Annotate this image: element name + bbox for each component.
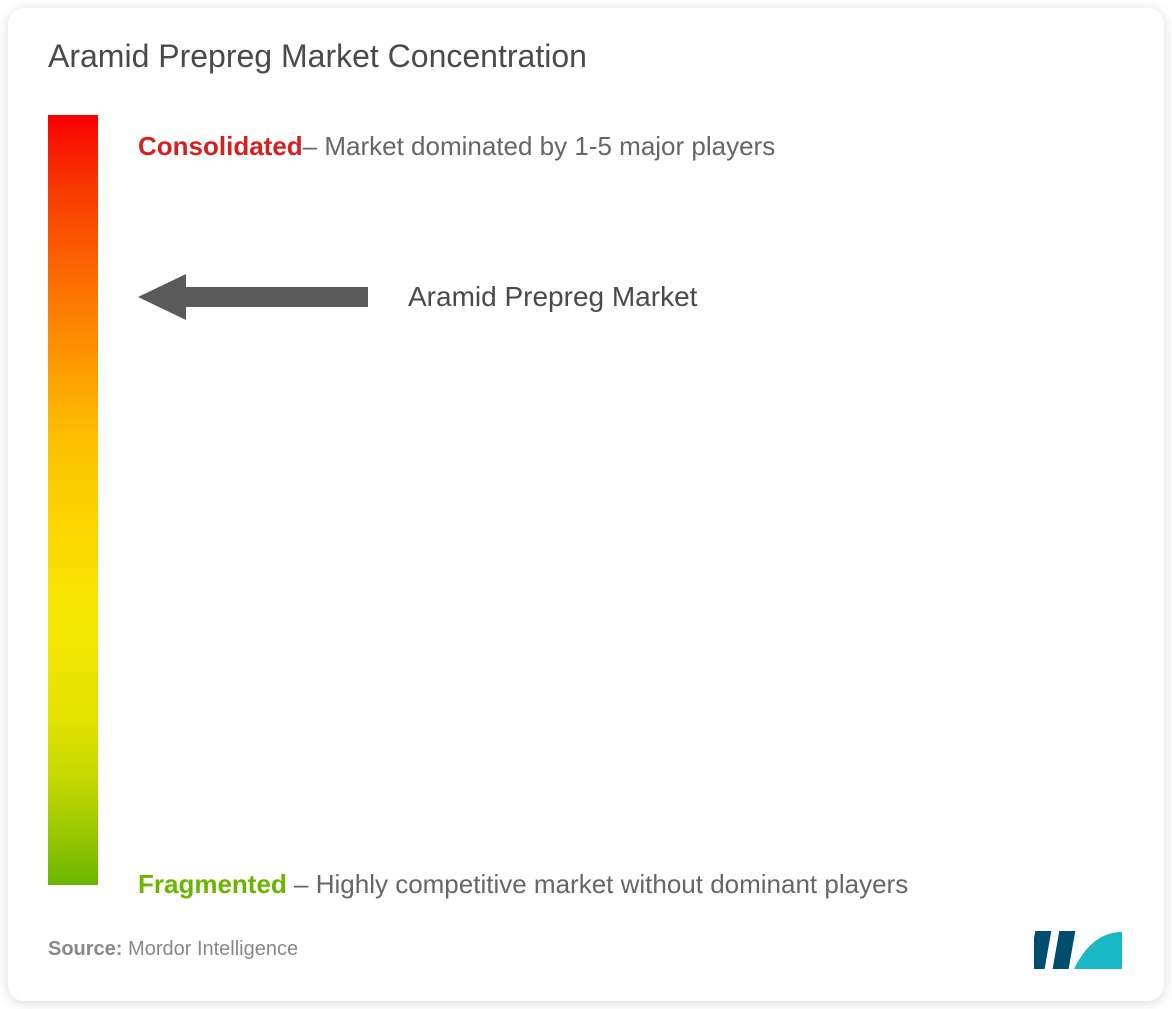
consolidated-term: Consolidated bbox=[138, 131, 303, 161]
fragmented-term: Fragmented bbox=[138, 869, 287, 899]
infographic-card: Aramid Prepreg Market Concentration Cons… bbox=[8, 8, 1164, 1001]
content-area: Consolidated– Market dominated by 1-5 ma… bbox=[48, 115, 1124, 885]
consolidated-text: – Market dominated by 1-5 major players bbox=[303, 131, 776, 161]
labels-column: Consolidated– Market dominated by 1-5 ma… bbox=[138, 115, 1124, 885]
marker-row: Aramid Prepreg Market bbox=[138, 270, 697, 324]
source-citation: Source: Mordor Intelligence bbox=[48, 938, 298, 961]
footer: Source: Mordor Intelligence bbox=[48, 927, 1124, 971]
source-label: Source: bbox=[48, 938, 128, 960]
fragmented-text: – Highly competitive market without domi… bbox=[287, 869, 908, 899]
arrow-left-icon bbox=[138, 270, 368, 324]
concentration-gradient-bar bbox=[48, 115, 98, 885]
marker-label: Aramid Prepreg Market bbox=[408, 281, 697, 313]
chart-title: Aramid Prepreg Market Concentration bbox=[48, 38, 1124, 75]
source-value: Mordor Intelligence bbox=[128, 938, 298, 960]
mordor-logo-icon bbox=[1034, 927, 1124, 971]
fragmented-description: Fragmented – Highly competitive market w… bbox=[138, 858, 908, 910]
consolidated-description: Consolidated– Market dominated by 1-5 ma… bbox=[138, 120, 775, 172]
